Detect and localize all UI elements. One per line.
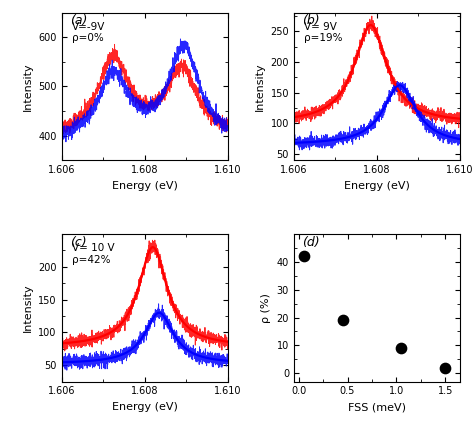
Y-axis label: Intensity: Intensity [23,284,33,332]
X-axis label: Energy (eV): Energy (eV) [344,181,410,191]
Text: (c): (c) [70,235,87,248]
Text: (a): (a) [70,14,87,27]
Point [339,317,346,324]
X-axis label: Energy (eV): Energy (eV) [112,402,177,412]
X-axis label: Energy (eV): Energy (eV) [112,181,177,191]
Point [441,364,449,371]
Y-axis label: ρ (%): ρ (%) [261,293,271,323]
Text: (d): (d) [302,235,320,248]
Text: (b): (b) [302,14,320,27]
Text: V= 10 V
ρ=42%: V= 10 V ρ=42% [72,243,114,265]
Point [397,345,405,351]
Text: V=-9V
ρ=0%: V=-9V ρ=0% [72,22,105,43]
Y-axis label: Intensity: Intensity [255,62,265,111]
Y-axis label: Intensity: Intensity [23,62,33,111]
Text: V= 9V
ρ=19%: V= 9V ρ=19% [304,22,342,43]
X-axis label: FSS (meV): FSS (meV) [348,402,406,412]
Point [300,253,308,260]
